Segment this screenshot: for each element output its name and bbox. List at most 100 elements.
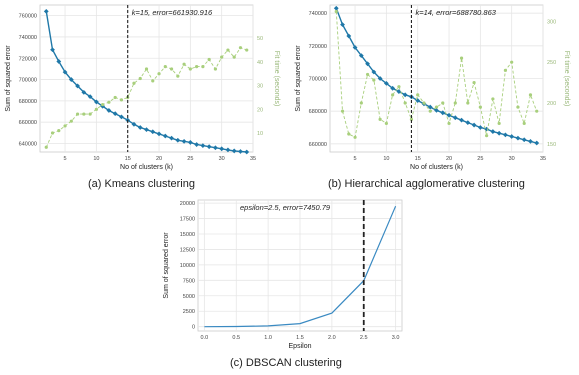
chart-3-x-tick-label: 1.5 [296,335,304,341]
chart-2-fit-time-point [453,101,457,105]
chart-2-sse-point [534,140,540,146]
chart-2-fit-time-point [441,101,445,105]
chart-1-sse-point [187,140,193,145]
chart-1-fit-time-point [113,95,117,100]
chart-2-fit-time-point [416,93,420,97]
chart-1-fit-time-point [57,129,61,133]
chart-2-y-tick-label: 720000 [309,44,327,50]
chart-3-y-tick-label: 10000 [180,263,195,269]
chart-1-annotation: k=15, error=661930.916 [132,8,213,17]
chart-2-sse-point [465,120,471,125]
chart-2-fit-time-point [378,117,382,121]
chart-1-fit-time-point [220,55,224,59]
chart-1-sse-point [112,111,118,117]
chart-2-sse-point [446,112,452,118]
chart-1-sse-point [50,47,55,53]
chart-1-fit-time-point [82,112,86,116]
chart-1-fit-time-point [101,102,105,107]
chart-1-x-tick-label: 5 [64,156,67,162]
chart-1-fit-time-point [213,67,218,71]
chart-3-x-tick-label: 3.0 [392,335,400,341]
chart-1-x-tick-label: 25 [187,156,193,162]
chart-2-sse-point [459,117,464,123]
chart-2-x-tick-label: 5 [354,156,357,162]
chart-2-fit-time-point [535,109,539,113]
chart-1-sse-point [175,137,181,143]
chart-2-sse-point [528,138,533,144]
chart-1-fit-time-point [94,107,98,111]
chart-2-fit-time-point [459,56,464,60]
chart-1-y-axis-label: Sum of squared error [5,45,12,112]
chart-1-sse-point [137,125,143,130]
chart-3-y-tick-label: 0 [192,325,195,331]
chart-1-sse-point [87,94,93,100]
chart-3-x-axis-label: Epsilon [289,343,312,350]
chart-1-x-tick-label: 20 [156,156,162,162]
chart-1-fit-time-point [75,112,80,116]
chart-2-x-tick-label: 20 [446,156,452,162]
chart-3-annotation: epsilon=2.5, error=7450.79 [240,203,331,212]
chart-1-sse-point [56,59,62,64]
chart-2-sse-point [509,134,515,139]
chart-2-y-tick-label: 660000 [309,142,327,148]
chart-1-sse-point [206,144,212,150]
chart-1-sse-point [144,127,149,133]
chart-1-sse-point [68,77,74,82]
chart-2-sse-point [358,53,364,59]
chart-1-x-tick-label: 15 [125,156,131,162]
chart-2-sse-point [371,69,377,75]
chart-3-y-tick-label: 17500 [180,217,195,223]
chart-1-fit-time-point [50,131,55,135]
chart-3-y-tick-label: 7500 [183,278,195,284]
chart-2-sse-point [496,130,502,136]
chart-2-sse-point [515,135,521,141]
chart-2-fit-time-point [497,121,501,126]
chart-2-fit-time-point [516,105,520,109]
chart-1-y2-tick-label: 30 [257,84,263,90]
chart-1-sse-point [156,131,162,137]
chart-1-fit-time-point [176,74,180,78]
chart-1-y2-tick-label: 20 [257,107,263,113]
chart-1-y-tick-label: 760000 [19,14,37,20]
chart-1-sse-point [75,83,80,89]
chart-1-fit-time-point [207,57,211,62]
chart-1-y-tick-label: 740000 [19,35,37,41]
chart-3-x-tick-label: 2.0 [328,335,336,341]
hierarchical-caption: (b) Hierarchical agglomerative clusterin… [328,178,525,190]
chart-1-fit-time-point [163,65,167,69]
chart-2-fit-time-point [478,105,482,109]
hierarchical-panel: 5 10 15 20 25 30 35 660000 680000 700000 720000 740… [290,0,579,195]
dbscan-panel: 0.0 0.5 1.0 1.5 2.0 2.5 3.0 0 2500 5000 7500 10000 1… [140,195,420,375]
chart-1-y2-tick-label: 40 [257,60,263,66]
chart-1-fit-time-point [132,81,136,85]
chart-1-fit-time-point [151,79,155,83]
chart-2-sse-point [440,110,446,116]
chart-1-fit-time-point [238,46,243,50]
chart-2-sse-point [377,76,383,81]
chart-2-sse-point [427,104,433,110]
chart-1-sse-point [43,8,49,14]
chart-1-fit-time-point [195,65,199,69]
chart-2-y2-tick-label: 200 [547,101,556,107]
chart-3-x-tick-label: 2.5 [360,335,368,341]
chart-2-y-tick-label: 740000 [309,11,327,17]
chart-2-sse-point [452,115,458,121]
chart-1-y-tick-label: 720000 [19,56,37,62]
chart-2-x-tick-label: 10 [383,156,389,162]
chart-1-sse-point [62,69,68,75]
chart-2-fit-time-point [334,9,338,14]
chart-3-y-tick-label: 20000 [180,201,195,207]
chart-1-x-tick-label: 10 [93,156,99,162]
chart-2-fit-time-point [472,80,476,85]
chart-2-fit-time-point [372,78,376,82]
chart-2-sse-point [396,89,402,94]
chart-3-y-tick-label: 12500 [180,247,195,253]
chart-2-x-tick-label: 15 [415,156,421,162]
chart-2-fit-time-point [340,109,345,113]
chart-3-x-tick-label: 1.0 [264,335,272,341]
chart-2-x-tick-label: 25 [477,156,483,162]
chart-1-fit-time-point [88,112,92,116]
chart-3-x-tick-label: 0.5 [232,335,240,341]
chart-2-annotation: k=14, error=688780.863 [415,8,496,17]
chart-1-y-tick-label: 640000 [19,141,37,147]
